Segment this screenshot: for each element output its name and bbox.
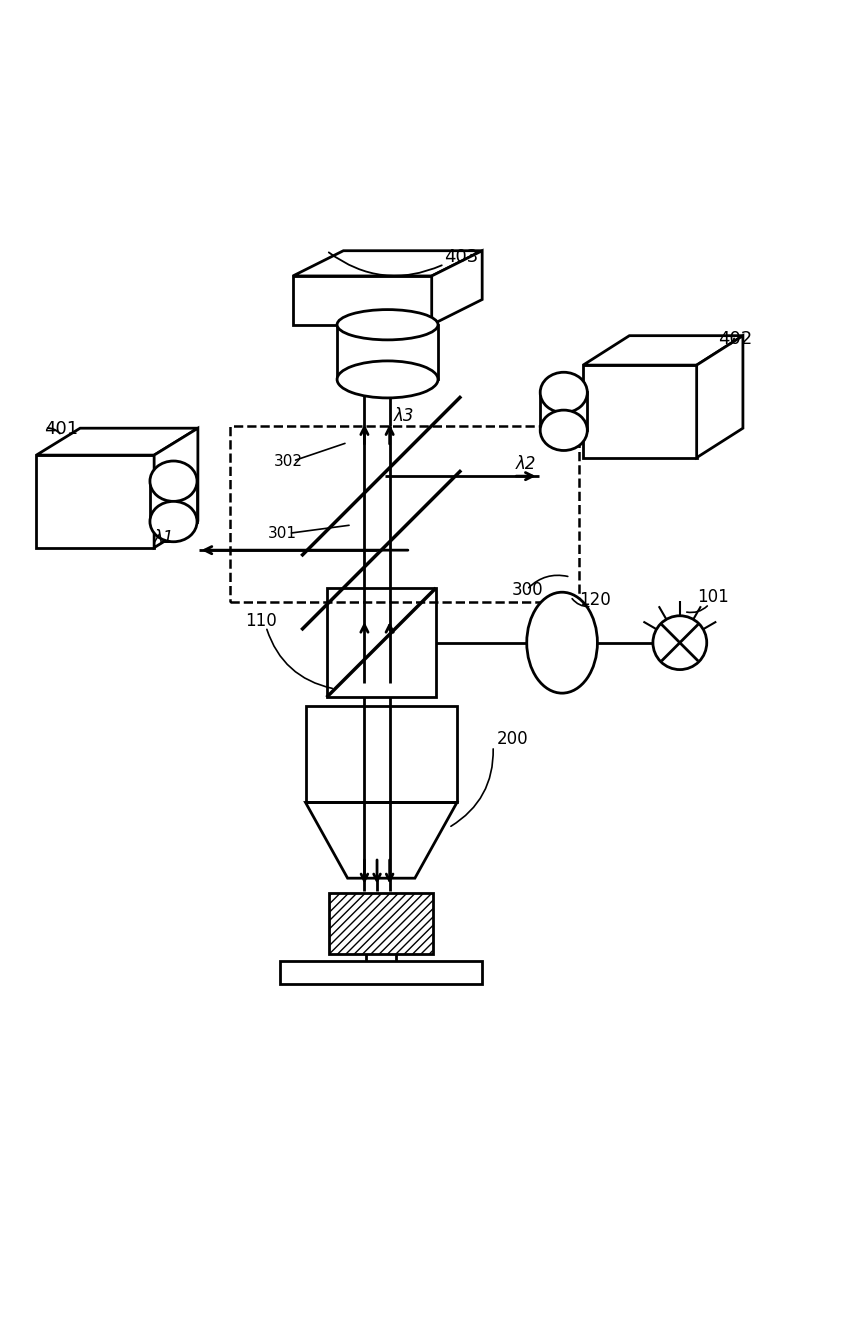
Ellipse shape <box>540 372 587 413</box>
Polygon shape <box>697 335 743 458</box>
Polygon shape <box>37 429 198 455</box>
Polygon shape <box>280 960 482 984</box>
Text: λ2: λ2 <box>516 455 536 474</box>
Text: 402: 402 <box>717 330 752 348</box>
Polygon shape <box>305 706 457 802</box>
Ellipse shape <box>540 410 587 451</box>
Polygon shape <box>540 393 587 430</box>
Polygon shape <box>154 429 198 547</box>
Polygon shape <box>305 802 457 878</box>
Polygon shape <box>150 481 197 521</box>
Polygon shape <box>37 455 154 547</box>
Polygon shape <box>329 893 433 954</box>
Polygon shape <box>293 276 432 324</box>
Ellipse shape <box>150 501 197 542</box>
Text: 301: 301 <box>268 525 297 541</box>
Text: 403: 403 <box>445 248 479 266</box>
Ellipse shape <box>337 361 438 398</box>
Text: λ3: λ3 <box>394 408 415 426</box>
Text: 300: 300 <box>511 580 543 599</box>
Ellipse shape <box>337 310 438 340</box>
Polygon shape <box>583 365 697 458</box>
Text: λ1: λ1 <box>154 529 174 547</box>
Text: 302: 302 <box>274 454 303 470</box>
Circle shape <box>653 616 707 670</box>
Polygon shape <box>337 324 438 380</box>
Ellipse shape <box>150 462 197 501</box>
Ellipse shape <box>527 592 598 694</box>
Polygon shape <box>432 251 482 324</box>
Polygon shape <box>583 335 743 365</box>
Text: 101: 101 <box>697 588 728 607</box>
Text: 200: 200 <box>497 729 528 748</box>
Text: 110: 110 <box>245 612 277 630</box>
Text: 120: 120 <box>579 591 610 609</box>
Text: 401: 401 <box>44 419 78 438</box>
Polygon shape <box>293 251 482 276</box>
